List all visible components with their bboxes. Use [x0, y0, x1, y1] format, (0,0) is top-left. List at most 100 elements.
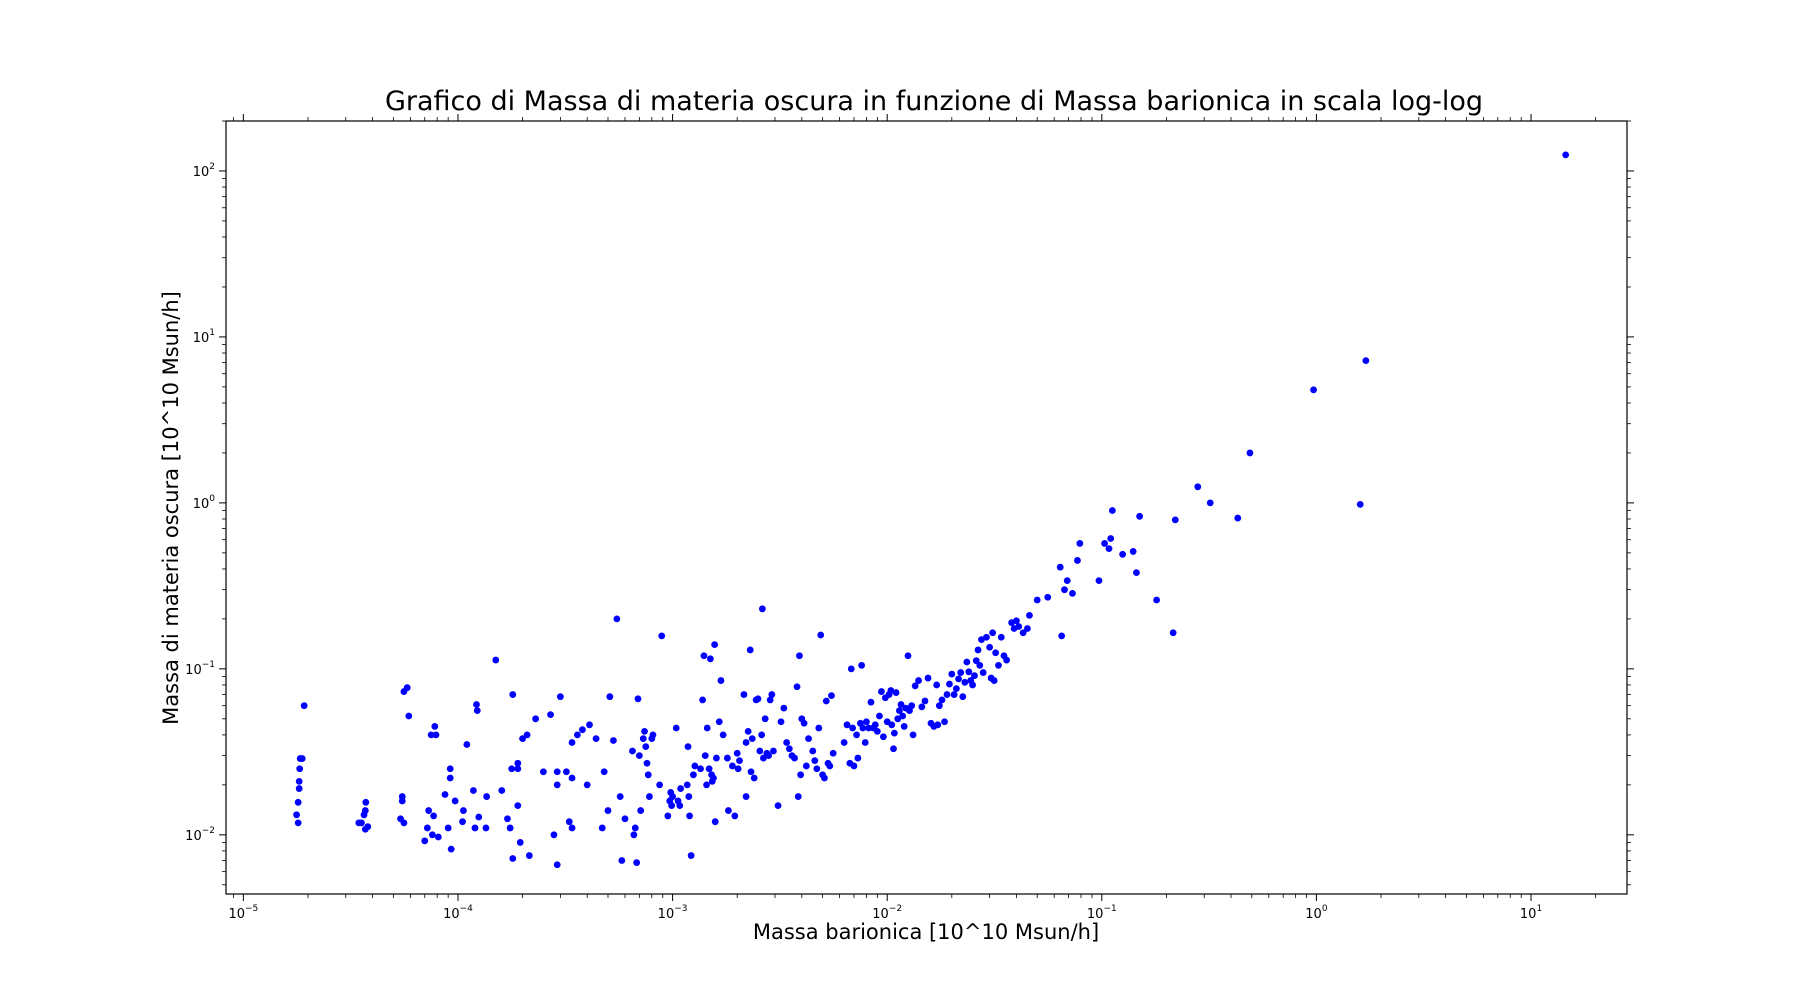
data-point [613, 615, 621, 623]
data-point [703, 781, 710, 789]
data-point [1013, 617, 1020, 625]
data-point [656, 781, 664, 789]
data-point [793, 683, 801, 691]
data-point [701, 752, 709, 760]
data-point [1074, 557, 1081, 564]
x-tick-label: 10−3 [658, 904, 688, 922]
data-point [1107, 535, 1115, 542]
data-point [713, 754, 720, 762]
data-point [765, 752, 772, 760]
data-point [796, 652, 803, 660]
x-axis-ticks: 10−5 10−4 10−3 10−2 10−1 100 101 [228, 114, 1597, 922]
data-point [1015, 623, 1023, 630]
data-point [532, 715, 540, 723]
data-point [639, 735, 647, 742]
data-point [959, 693, 967, 701]
data-point [687, 852, 695, 859]
data-point [892, 689, 900, 696]
data-point [616, 793, 624, 800]
data-point [421, 837, 429, 845]
data-point [822, 697, 830, 705]
data-point [990, 677, 998, 684]
data-points-group [293, 151, 1570, 869]
data-point [943, 691, 951, 698]
data-point [780, 704, 788, 712]
data-point [295, 777, 303, 785]
data-point [995, 661, 1002, 669]
data-point [514, 759, 522, 767]
data-point [915, 677, 922, 684]
data-point [974, 646, 982, 654]
data-point [1246, 449, 1254, 457]
data-point [791, 754, 798, 762]
data-point [828, 692, 835, 699]
data-point [986, 643, 993, 651]
data-point [294, 819, 302, 827]
data-point [935, 702, 943, 710]
x-tick-label: 101 [1520, 904, 1542, 922]
data-point [989, 629, 997, 637]
data-point [498, 787, 506, 794]
data-point [504, 815, 511, 823]
data-point [1119, 550, 1127, 558]
data-point [896, 707, 903, 715]
data-point [924, 674, 932, 682]
data-point [1562, 151, 1570, 159]
data-point [646, 793, 653, 800]
data-point [565, 818, 573, 826]
data-point [473, 707, 481, 715]
data-point [890, 745, 897, 753]
data-point [1095, 577, 1103, 585]
y-tick-label: 101 [193, 328, 215, 346]
data-point [361, 807, 369, 814]
data-point [483, 793, 491, 800]
data-point [952, 685, 960, 693]
data-point [878, 688, 885, 695]
data-point [635, 752, 643, 760]
data-point [482, 824, 490, 832]
data-point [847, 665, 855, 673]
x-tick-label: 10−1 [1087, 904, 1117, 922]
data-point [909, 731, 917, 739]
data-point [890, 729, 898, 737]
data-point [955, 675, 962, 683]
data-point [398, 793, 406, 800]
data-point [606, 693, 614, 701]
data-point [748, 735, 756, 742]
data-point [642, 743, 650, 751]
data-point [821, 774, 828, 782]
data-point [710, 774, 717, 782]
data-point [1169, 629, 1177, 637]
data-point [938, 696, 946, 704]
data-point [668, 802, 676, 809]
data-point [658, 632, 666, 640]
data-point [1310, 386, 1317, 394]
y-tick-label: 100 [193, 494, 216, 512]
data-point [641, 727, 648, 735]
data-point [1108, 507, 1116, 514]
data-point [700, 652, 708, 660]
data-point [783, 739, 791, 746]
data-point [1206, 499, 1214, 507]
data-point [459, 818, 466, 826]
data-point [618, 857, 626, 864]
plot-frame [225, 120, 1628, 895]
data-point [444, 824, 452, 832]
data-point [295, 785, 303, 792]
data-point [473, 701, 480, 708]
data-point [1033, 596, 1041, 604]
data-point [441, 791, 449, 798]
data-point [460, 807, 467, 814]
data-point [747, 768, 755, 776]
data-point [711, 641, 719, 649]
chart-title: Grafico di Massa di materia oscura in fu… [385, 86, 1483, 117]
data-point [794, 793, 802, 800]
data-point [703, 724, 711, 732]
data-point [948, 670, 956, 678]
data-point [685, 793, 693, 800]
data-point [706, 655, 714, 663]
data-point [683, 781, 691, 789]
data-point [971, 672, 978, 680]
data-point [405, 712, 413, 720]
